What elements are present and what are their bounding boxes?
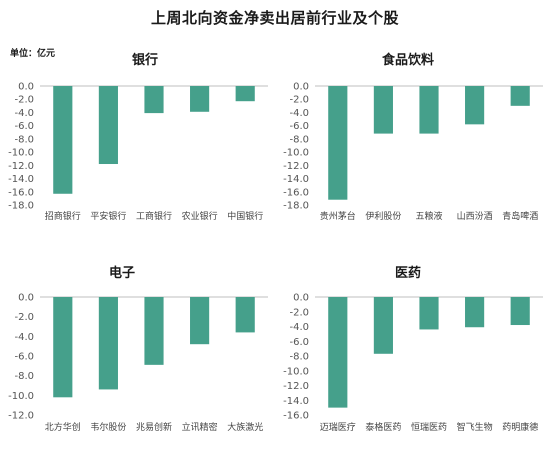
y-tick-label: -6.0 <box>289 337 309 348</box>
page-title: 上周北向资金净卖出居前行业及个股 <box>150 9 399 27</box>
bar <box>328 86 348 200</box>
chart-food-beverage: 食品饮料 0.0 -2.0 -4.0 -6.0 -8.0 -10.0 -12.0 -14.0 -1… <box>283 52 543 222</box>
x-tick-label: 韦尔股份 <box>90 421 126 433</box>
chart-electronics: 电子 0.0 -2.0 -4.0 -6.0 -8.0 -10.0 -12.0 北方华创 韦尔股份兆… <box>8 265 268 433</box>
y-tick-label: -14.0 <box>283 396 309 407</box>
chart-pharma: 医药 0.0 -2.0 -4.0 -6.0 -8.0 -10.0 -12.0 -14.0 -16.… <box>283 265 543 433</box>
bar <box>373 86 393 134</box>
bar <box>144 86 164 114</box>
y-tick-label: -12.0 <box>283 161 309 172</box>
y-tick-label: 0.0 <box>293 293 309 304</box>
x-tick-label: 农业银行 <box>182 210 218 222</box>
x-tick-label: 五粮液 <box>415 210 442 222</box>
y-tick-label: -16.0 <box>283 187 309 198</box>
y-tick-label: -8.0 <box>14 371 34 382</box>
x-tick-label: 大族激光 <box>227 421 263 433</box>
bar <box>235 297 255 333</box>
bar <box>419 86 439 134</box>
y-tick-label: 0.0 <box>18 293 34 304</box>
bar <box>98 86 118 165</box>
y-tick-label: -8.0 <box>289 134 309 145</box>
bar <box>190 297 210 345</box>
y-tick-label: -2.0 <box>14 95 34 106</box>
bar <box>53 297 73 398</box>
x-tick-label: 药明康德 <box>502 421 538 433</box>
x-tick-label: 伊利股份 <box>365 210 401 222</box>
y-tick-label: -6.0 <box>289 121 309 132</box>
x-tick-label: 泰格医药 <box>365 421 401 433</box>
x-tick-label: 兆易创新 <box>136 421 172 433</box>
y-tick-label: -4.0 <box>289 108 309 119</box>
y-tick-label: -8.0 <box>289 352 309 363</box>
y-tick-label: -12.0 <box>8 411 34 422</box>
y-tick-label: -14.0 <box>8 174 34 185</box>
y-tick-label: -4.0 <box>14 108 34 119</box>
y-tick-label: -10.0 <box>8 391 34 402</box>
x-tick-label: 工商银行 <box>136 210 172 222</box>
chart-bank: 银行 0.0 -2.0 -4.0 -6.0 -8.0 -10.0 -12.0 -14.0 -16.… <box>8 52 268 222</box>
x-tick-label: 迈瑞医疗 <box>320 421 356 433</box>
bar <box>190 86 210 112</box>
x-tick-label: 平安银行 <box>90 210 126 222</box>
y-tick-label: -12.0 <box>283 381 309 392</box>
bar <box>465 297 485 328</box>
chart-title: 医药 <box>395 265 421 281</box>
y-tick-label: -4.0 <box>289 322 309 333</box>
bar <box>144 297 164 365</box>
y-tick-label: -2.0 <box>289 307 309 318</box>
y-tick-label: -6.0 <box>14 352 34 363</box>
chart-title: 银行 <box>132 52 158 68</box>
chart-title: 电子 <box>109 265 135 281</box>
x-tick-label: 恒瑞医药 <box>411 421 447 433</box>
chart-title: 食品饮料 <box>382 52 434 68</box>
bar <box>328 297 348 408</box>
bar <box>98 297 118 390</box>
bar <box>510 297 530 326</box>
y-tick-label: -18.0 <box>283 201 309 212</box>
y-tick-label: -10.0 <box>283 366 309 377</box>
x-tick-label: 北方华创 <box>45 421 81 433</box>
y-tick-label: -6.0 <box>14 121 34 132</box>
unit-label: 单位：亿元 <box>10 49 56 59</box>
y-tick-label: -4.0 <box>14 332 34 343</box>
bar <box>465 86 485 125</box>
x-tick-label: 山西汾酒 <box>457 211 493 222</box>
y-tick-label: -10.0 <box>8 148 34 159</box>
x-tick-label: 贵州茅台 <box>320 210 356 222</box>
y-tick-label: -2.0 <box>289 95 309 106</box>
x-tick-label: 中国银行 <box>227 210 263 222</box>
x-tick-label: 招商银行 <box>45 210 81 222</box>
bar <box>510 86 530 106</box>
y-tick-label: 0.0 <box>18 82 34 93</box>
x-tick-label: 立讯精密 <box>182 421 218 433</box>
y-tick-label: -16.0 <box>8 187 34 198</box>
bar <box>419 297 439 330</box>
y-tick-label: -12.0 <box>8 161 34 172</box>
x-tick-label: 智飞生物 <box>457 421 493 433</box>
x-tick-label: 青岛啤酒 <box>502 210 538 222</box>
bar <box>373 297 393 354</box>
y-tick-label: -16.0 <box>283 411 309 422</box>
y-tick-label: -10.0 <box>283 148 309 159</box>
y-tick-label: -18.0 <box>8 201 34 212</box>
y-tick-label: -8.0 <box>14 134 34 145</box>
y-tick-label: -2.0 <box>14 312 34 323</box>
bar <box>235 86 255 102</box>
bar <box>53 86 73 194</box>
y-tick-label: 0.0 <box>293 82 309 93</box>
y-tick-label: -14.0 <box>283 174 309 185</box>
